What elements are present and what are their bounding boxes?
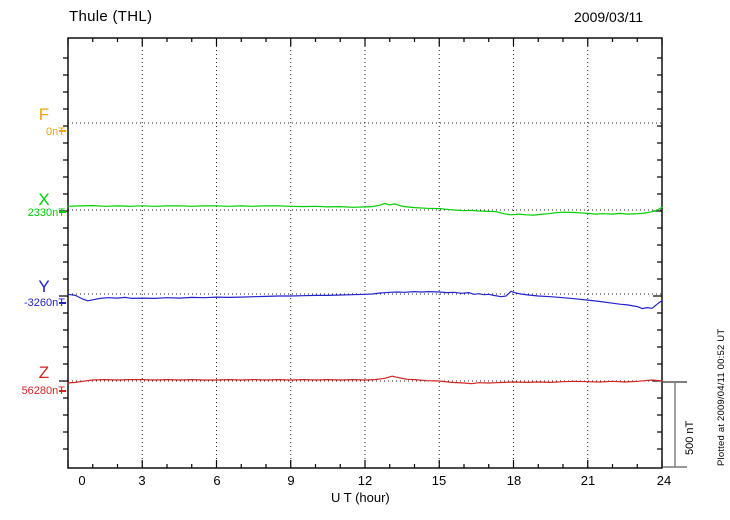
x-axis-title: U T (hour) (331, 490, 390, 505)
component-baseline-y: -3260nT (24, 297, 65, 309)
component-label-z: Z (38, 363, 50, 382)
component-label-y: Y (38, 277, 50, 296)
component-baseline-z: 56280nT (21, 385, 65, 397)
x-tick-label: 15 (431, 473, 447, 488)
x-tick-label: 21 (580, 473, 596, 488)
plotted-at-note: Plotted at 2009/04/11 00:52 UT (716, 328, 727, 466)
component-baseline-f: 0nT (46, 126, 65, 138)
x-tick-label: 24 (656, 473, 672, 488)
scale-bar-label: 500 nT (684, 420, 696, 455)
component-label-x: X (38, 190, 50, 209)
component-label-f: F (38, 105, 50, 124)
x-tick-label: 12 (357, 473, 373, 488)
trace-x (67, 202, 663, 216)
trace-z (67, 375, 663, 385)
plot-date: 2009/03/11 (574, 9, 644, 25)
x-tick-label: 6 (213, 473, 221, 488)
component-baseline-x: 2330nT (27, 207, 65, 219)
trace-y (67, 290, 663, 310)
x-tick-label: 0 (78, 473, 86, 488)
x-tick-label: 9 (287, 473, 295, 488)
x-tick-label: 3 (138, 473, 146, 488)
x-tick-label: 18 (506, 473, 522, 488)
station-title: Thule (THL) (69, 8, 153, 25)
